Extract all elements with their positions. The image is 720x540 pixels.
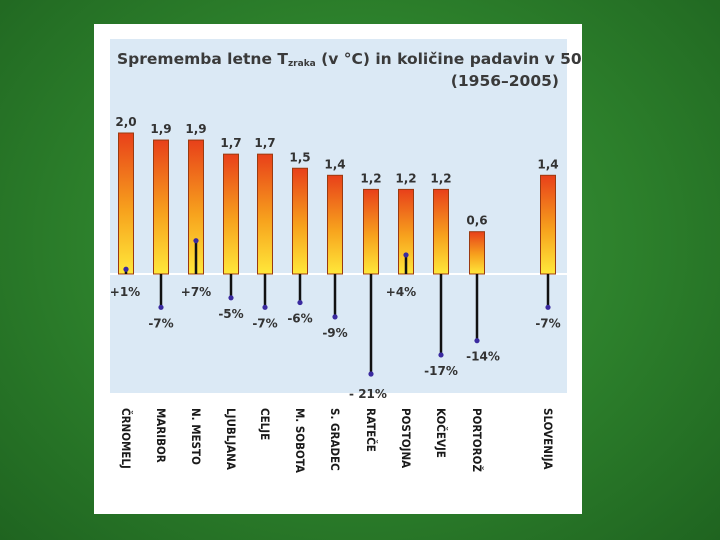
temperature-bar [540,174,556,275]
precipitation-value-label: - 21% [349,387,387,401]
precipitation-point [158,304,164,310]
precipitation-value-label: -9% [322,326,347,340]
category-label: PORTOROŽ [470,408,485,472]
chart-title-rest: (v °C) in količine padavin v 50 letih [316,50,582,68]
category-label: POSTOJNA [399,408,413,468]
chart-title: Sprememba letne Tzraka (v °C) in količin… [117,50,582,69]
temperature-value-label: 0,6 [466,214,487,228]
precipitation-point [403,252,409,258]
temperature-bar [257,153,273,275]
category-label: S. GRADEC [328,408,342,471]
temperature-bar [223,153,239,275]
temperature-value-label: 1,7 [220,136,241,150]
chart-marks: 2,0 +1% ČRNOMELJ 1,9 -7% MARIBOR 1,9 +7% N. MEST… [110,115,561,473]
precipitation-point [438,352,444,358]
temperature-bar [363,188,379,275]
precipitation-point [545,304,551,310]
precipitation-value-label: +1% [110,285,140,299]
category-label: LJUBLJANA [224,408,238,470]
category-label: CELJE [258,408,272,440]
precipitation-point [262,304,268,310]
precipitation-value-label: -17% [424,364,458,378]
precipitation-point [332,314,338,320]
precipitation-point [368,371,374,377]
precipitation-point [474,338,480,344]
temperature-value-label: 1,5 [289,150,310,164]
precipitation-value-label: -7% [535,316,560,330]
precipitation-value-label: -6% [287,312,312,326]
temperature-value-label: 1,2 [360,171,381,185]
temperature-value-label: 1,2 [430,171,451,185]
precipitation-value-label: -7% [148,316,173,330]
precipitation-point [228,295,234,301]
category-label: SLOVENIJA [541,408,555,470]
temperature-value-label: 1,9 [150,122,171,136]
temperature-value-label: 1,7 [254,136,275,150]
temperature-bar [327,174,343,275]
chart-title-main: Sprememba letne T [117,50,288,68]
temperature-value-label: 2,0 [115,115,136,129]
category-label: N. MESTO [189,408,203,465]
category-label: M. SOBOTA [293,408,307,473]
precipitation-point [193,238,199,244]
temperature-bar [292,167,308,275]
temperature-bar [153,139,169,275]
precipitation-point [123,266,129,272]
precipitation-value-label: -14% [466,350,500,364]
chart-title-subscript: zraka [288,59,316,69]
category-label: KOČEVJE [434,408,449,458]
temperature-value-label: 1,4 [324,157,345,171]
temperature-value-label: 1,4 [537,157,558,171]
slide-card: Sprememba letne Tzraka (v °C) in količin… [94,24,582,514]
precipitation-value-label: +4% [386,285,416,299]
chart: Sprememba letne Tzraka (v °C) in količin… [110,39,582,473]
precipitation-value-label: -7% [252,316,277,330]
category-label: ČRNOMELJ [119,408,134,469]
category-label: MARIBOR [154,408,168,463]
chart-subtitle: (1956–2005) [451,72,559,90]
temperature-value-label: 1,2 [395,171,416,185]
category-label: RATEČE [364,408,379,452]
temperature-bar [469,231,485,275]
precipitation-value-label: +7% [181,285,211,299]
temperature-value-label: 1,9 [185,122,206,136]
precipitation-point [297,299,303,306]
temperature-bar [433,188,449,275]
precipitation-value-label: -5% [218,307,243,321]
temperature-bar [118,132,134,275]
